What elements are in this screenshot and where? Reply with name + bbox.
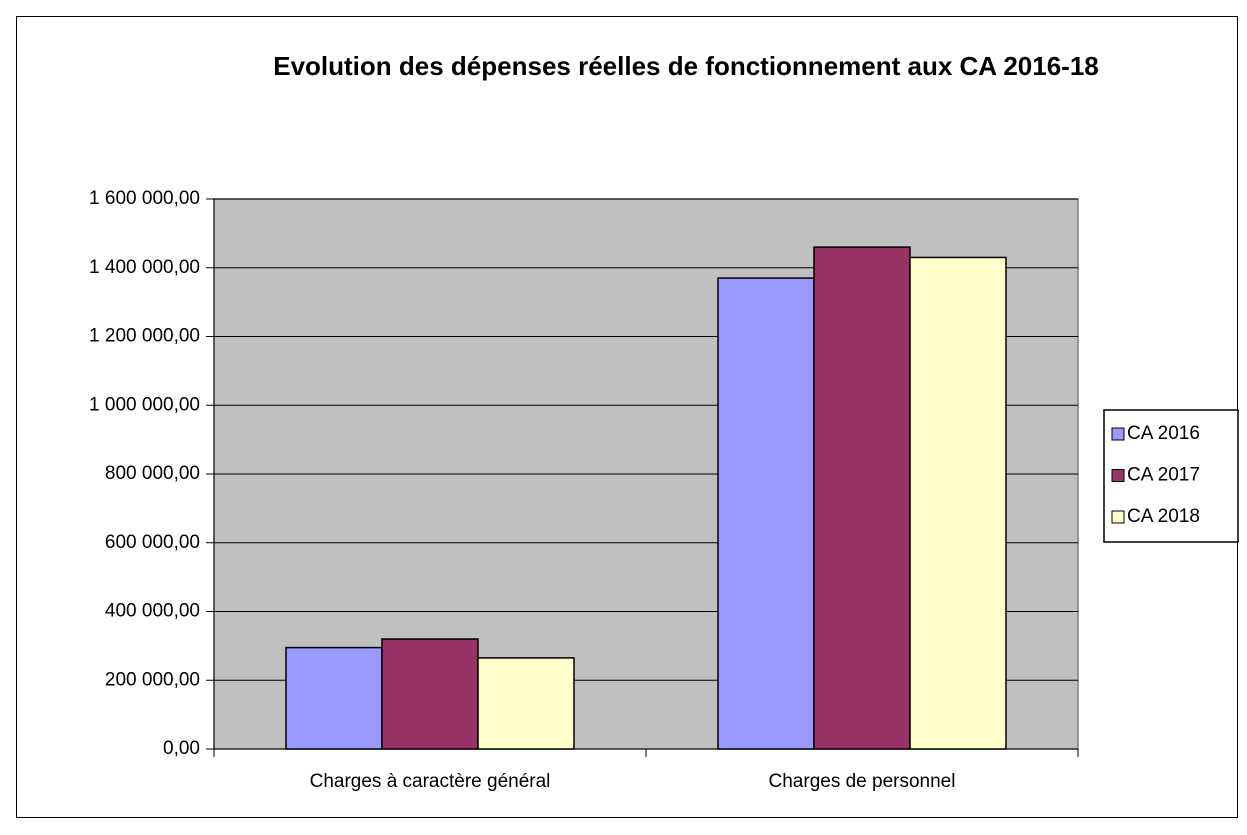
legend-label: CA 2017 [1127,465,1200,486]
bar [285,646,383,750]
y-tick-label: 400 000,00 [105,601,200,622]
x-tick-label: Charges de personnel [769,771,956,792]
chart-title: Evolution des dépenses réelles de foncti… [273,51,1099,81]
legend-box [1103,409,1239,543]
bar [909,256,1007,750]
bar [717,277,815,750]
bar [381,638,479,750]
legend-label: CA 2016 [1127,423,1200,444]
y-tick-label: 1 000 000,00 [89,394,200,415]
y-tick-label: 200 000,00 [105,669,200,690]
y-tick-label: 1 400 000,00 [89,257,200,278]
x-tick-label: Charges à caractère général [310,771,551,792]
y-tick-label: 600 000,00 [105,532,200,553]
legend-swatch [1111,469,1125,482]
bar [813,246,911,750]
legend-swatch [1111,427,1125,441]
y-tick-label: 800 000,00 [105,463,200,484]
legend-swatch [1111,510,1125,524]
y-tick-label: 0,00 [163,738,200,759]
y-tick-label: 1 600 000,00 [89,188,200,209]
bar [477,657,575,750]
legend-label: CA 2018 [1127,506,1200,527]
y-tick-label: 1 200 000,00 [89,326,200,347]
